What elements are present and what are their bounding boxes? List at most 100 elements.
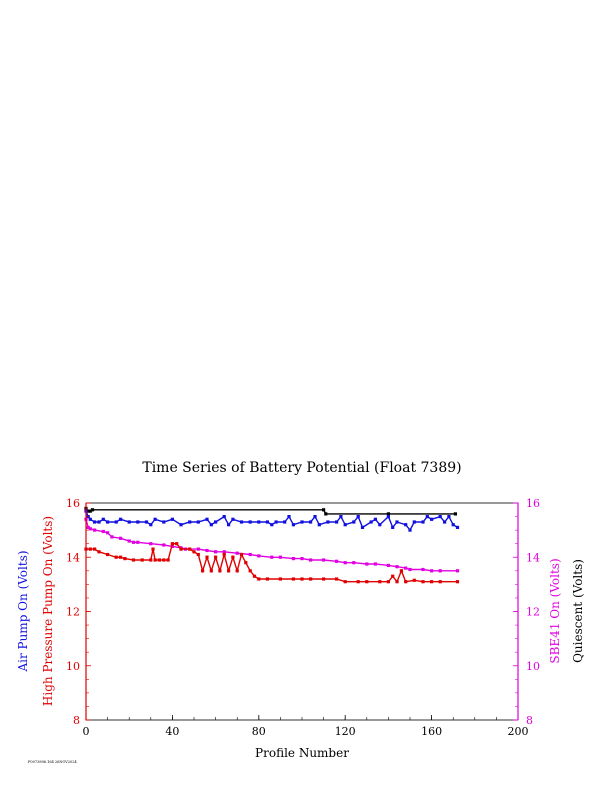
data-point [360, 525, 365, 529]
data-point [151, 547, 155, 551]
data-point [257, 577, 261, 581]
data-point [175, 542, 179, 546]
data-point [356, 515, 360, 519]
right-y-tick-label: 16 [526, 497, 540, 510]
data-point [443, 520, 447, 524]
data-point [430, 569, 434, 573]
data-point [324, 512, 328, 516]
data-point [222, 550, 226, 554]
footer-stamp: F0073896.164 26NOV2024 [28, 760, 77, 764]
right-y-tick-label: 8 [526, 714, 533, 727]
data-point [149, 523, 153, 527]
x-tick-label: 0 [83, 725, 90, 738]
data-point [162, 558, 166, 562]
data-point [421, 567, 425, 572]
data-point [352, 520, 356, 524]
data-point [205, 555, 209, 559]
data-point [131, 540, 136, 544]
data-point [404, 523, 408, 527]
x-tick-label: 120 [335, 725, 356, 738]
data-point [322, 508, 326, 512]
data-point [93, 520, 97, 524]
data-point [386, 580, 390, 584]
data-point [119, 536, 123, 540]
data-point [97, 550, 101, 554]
x-tick-label: 200 [508, 725, 529, 738]
data-point [438, 580, 442, 584]
right-y-tick-label: 12 [526, 606, 540, 619]
data-point [278, 555, 282, 559]
data-point [326, 520, 330, 524]
data-point [179, 547, 183, 551]
data-point [309, 577, 313, 581]
data-point [352, 561, 356, 565]
data-point [365, 580, 369, 584]
data-point [209, 523, 213, 527]
data-point [157, 558, 161, 562]
data-point [93, 547, 97, 551]
data-point [110, 535, 114, 539]
x-axis-title: Profile Number [255, 746, 349, 760]
data-point [239, 520, 244, 524]
data-point [386, 512, 390, 516]
data-point [412, 520, 416, 524]
y-axis-left: 8 10 12 14 16 [66, 497, 91, 727]
data-point [287, 515, 291, 519]
data-point [265, 577, 269, 581]
data-point [144, 520, 149, 524]
data-point [244, 561, 248, 565]
data-point [88, 509, 92, 513]
data-point [93, 528, 97, 532]
data-point [196, 547, 200, 551]
data-point [227, 569, 231, 573]
series-line-quiescent [85, 507, 456, 515]
series-layer [84, 506, 460, 584]
series-line-sbe41-on [85, 519, 458, 572]
data-point [343, 580, 347, 584]
data-point [421, 580, 425, 584]
data-point [339, 515, 343, 519]
left-y-tick-label: 8 [73, 714, 80, 727]
data-point [192, 550, 196, 554]
data-point [196, 520, 200, 524]
data-point [106, 531, 110, 535]
data-point [119, 517, 123, 521]
chart-title: Time Series of Battery Potential (Float … [142, 460, 461, 476]
data-point [248, 552, 252, 557]
y-axis-right: 8 10 12 14 16 [513, 497, 540, 727]
data-point [235, 551, 239, 555]
series-sbe41-on [84, 517, 460, 573]
data-point [270, 523, 274, 527]
data-point [106, 552, 110, 557]
data-point [300, 520, 304, 524]
data-point [313, 515, 317, 519]
data-point [300, 577, 304, 581]
series-line-high-pressure-pump-on [86, 543, 458, 584]
left-y-tick-label: 16 [66, 497, 80, 510]
data-point [335, 577, 339, 581]
data-point [88, 527, 92, 531]
right-axis-title-sbe41: SBE41 On (Volts) [548, 558, 562, 663]
data-point [209, 569, 213, 573]
data-point [106, 520, 110, 524]
data-point [270, 555, 274, 559]
data-point [218, 569, 222, 573]
data-point [205, 548, 209, 553]
data-point [170, 517, 174, 521]
data-point [188, 547, 192, 551]
data-point [373, 562, 377, 566]
plot-area [85, 502, 519, 721]
data-point [322, 558, 326, 562]
data-point [227, 523, 231, 527]
data-point [86, 509, 90, 513]
data-point [412, 578, 416, 582]
data-point [252, 574, 257, 578]
data-point [231, 555, 235, 559]
data-point [404, 580, 408, 584]
data-point [391, 525, 395, 529]
data-point [201, 569, 205, 573]
data-point [356, 580, 360, 584]
data-point [365, 562, 369, 566]
data-point [257, 554, 261, 558]
